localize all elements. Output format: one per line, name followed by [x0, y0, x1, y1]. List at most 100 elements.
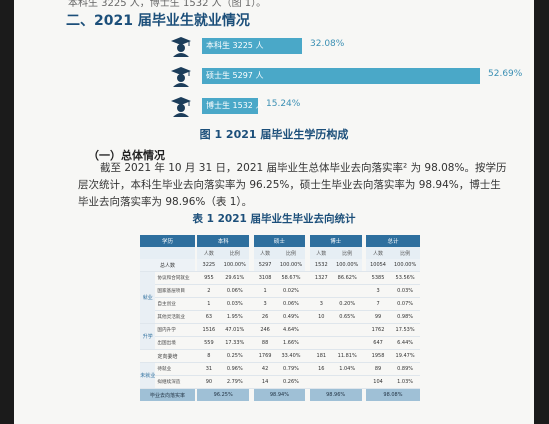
table-cell: 16 [309, 362, 333, 376]
degree-bar-label: 本科生 3225 人 [206, 41, 264, 50]
table-row: 未就业 待就业 31 0.96% 42 0.79% 16 1.04% 89 0.89% [140, 362, 420, 389]
rate-cell: 98.96% [309, 388, 362, 401]
table-cell: 7 [365, 297, 391, 311]
table-cell: 19.47% [390, 349, 420, 363]
rate-cell: 96.25% [197, 388, 250, 401]
table-cell: 1327 [309, 271, 333, 285]
degree-bar-label: 博士生 1532 人 [206, 101, 264, 110]
subheader-cell: 人数 [365, 247, 391, 259]
header-cell: 博士 [309, 235, 362, 247]
row-label: 国内升学 [155, 323, 196, 337]
category-label: 升学 [140, 323, 156, 350]
table-cell: 0.49% [276, 310, 306, 324]
table-cell: 29.61% [220, 271, 250, 285]
table-title: 表 1 2021 届毕业生毕业去向统计 [192, 213, 356, 225]
table-cell [309, 284, 333, 298]
degree-bar: 博士生 1532 人 [202, 98, 263, 114]
row-label: 出国出境 [155, 336, 196, 350]
row-label: 定向委培 [140, 349, 196, 363]
report-page: 本科生 3225 人，博士生 1532 人（图 1）。 二、2021 届毕业生就… [14, 0, 534, 424]
table-cell: 0.26% [276, 375, 306, 389]
table-cell: 2.79% [220, 375, 250, 389]
header-cell: 总计 [365, 235, 420, 247]
table-cell: 0.03% [390, 284, 420, 298]
table-cell: 0.79% [276, 362, 306, 376]
table-cell: 0.96% [220, 362, 250, 376]
header-cell: 硕士 [253, 235, 306, 247]
table-cell: 3 [309, 297, 333, 311]
row-label: 总人数 [140, 259, 196, 272]
table-cell [332, 323, 362, 337]
table-cell: 53.56% [390, 271, 420, 285]
table-row: 自主创业 1 0.03% 3 0.06% 3 0.20% 7 0.07% [140, 297, 420, 311]
table-row: 就业 协议和合同就业 955 29.61% 3108 58.67% 1327 86.62% 53… [140, 271, 420, 324]
table-cell: 0.89% [390, 362, 420, 376]
table-cell: 0.25% [220, 349, 250, 363]
table-row: 总人数 3225 100.00% 5297 100.00% 1532 100.00% 1005… [140, 259, 420, 272]
table-cell: 3225 [197, 259, 221, 272]
table-cell: 99 [365, 310, 391, 324]
table-cell: 58.67% [276, 271, 306, 285]
table-cell: 17.53% [390, 323, 420, 337]
table-cell: 6.44% [390, 336, 420, 350]
table-cell: 1.95% [220, 310, 250, 324]
table-cell: 100.00% [276, 259, 306, 272]
section-title: 二、2021 届毕业生就业情况 [66, 13, 250, 29]
table-cell [332, 375, 362, 389]
table-cell: 8 [197, 349, 221, 363]
row-label: 国家基层项目 [155, 284, 196, 298]
subheader-cell: 比例 [276, 247, 306, 259]
table-cell: 86.62% [332, 271, 362, 285]
subheader-cell: 人数 [253, 247, 277, 259]
table-cell: 42 [253, 362, 277, 376]
degree-bar: 硕士生 5297 人 [202, 68, 480, 84]
degree-bar-percent: 52.69% [488, 69, 523, 79]
table-cell: 3 [365, 284, 391, 298]
table-cell: 1958 [365, 349, 391, 363]
subheader-cell: 人数 [197, 247, 221, 259]
table-cell: 47.01% [220, 323, 250, 337]
table-header-row: 学历 本科 硕士 博士 总计 [140, 235, 420, 247]
subheader-cell: 人数 [309, 247, 333, 259]
table-cell: 26 [253, 310, 277, 324]
degree-bar-label: 硕士生 5297 人 [206, 71, 264, 80]
table-cell: 1 [253, 284, 277, 298]
figure-title: 图 1 2021 届毕业生学历构成 [199, 128, 349, 141]
table-footer-row: 毕业去向落实率 96.25% 98.94% 98.96% 98.08% [140, 388, 420, 401]
previous-text-line: 本科生 3225 人，博士生 1532 人（图 1）。 [68, 0, 267, 9]
table-cell: 1769 [253, 349, 277, 363]
table-cell: 0.06% [276, 297, 306, 311]
table-cell [309, 323, 333, 337]
table-row: 升学 国内升学 1516 47.01% 246 4.64% 1762 17.53% [140, 323, 420, 350]
table-cell: 100.00% [332, 259, 362, 272]
graduate-cap-icon [171, 97, 191, 117]
table-cell: 3108 [253, 271, 277, 285]
table-cell: 88 [253, 336, 277, 350]
row-label: 协议和合同就业 [155, 271, 196, 285]
table-cell: 1762 [365, 323, 391, 337]
row-label: 自主创业 [155, 297, 196, 311]
table-row: 国家基层项目 2 0.06% 1 0.02% 3 0.03% [140, 284, 420, 298]
subheader-cell: 比例 [332, 247, 362, 259]
row-label: 拟继续深造 [155, 375, 196, 389]
degree-bar-percent: 32.08% [310, 39, 345, 49]
table-row: 拟继续深造 90 2.79% 14 0.26% 104 1.03% [140, 375, 420, 389]
table-cell: 0.98% [390, 310, 420, 324]
table-cell: 181 [309, 349, 333, 363]
table-cell: 4.64% [276, 323, 306, 337]
table-cell: 17.33% [220, 336, 250, 350]
category-label: 就业 [140, 271, 156, 324]
table-cell: 1516 [197, 323, 221, 337]
summary-paragraph: 截至 2021 年 10 月 31 日，2021 届毕业生总体毕业去向落实率² … [78, 162, 507, 208]
table-cell: 1 [197, 297, 221, 311]
table-cell: 63 [197, 310, 221, 324]
category-label: 未就业 [140, 362, 156, 389]
table-cell: 5297 [253, 259, 277, 272]
subsection-title: （一）总体情况 [88, 149, 165, 162]
header-cell: 学历 [140, 235, 196, 247]
table-cell: 1.04% [332, 362, 362, 376]
degree-bar: 本科生 3225 人 [202, 38, 302, 54]
table-cell: 0.07% [390, 297, 420, 311]
degree-bar-percent: 15.24% [266, 99, 301, 109]
table-cell: 3 [253, 297, 277, 311]
